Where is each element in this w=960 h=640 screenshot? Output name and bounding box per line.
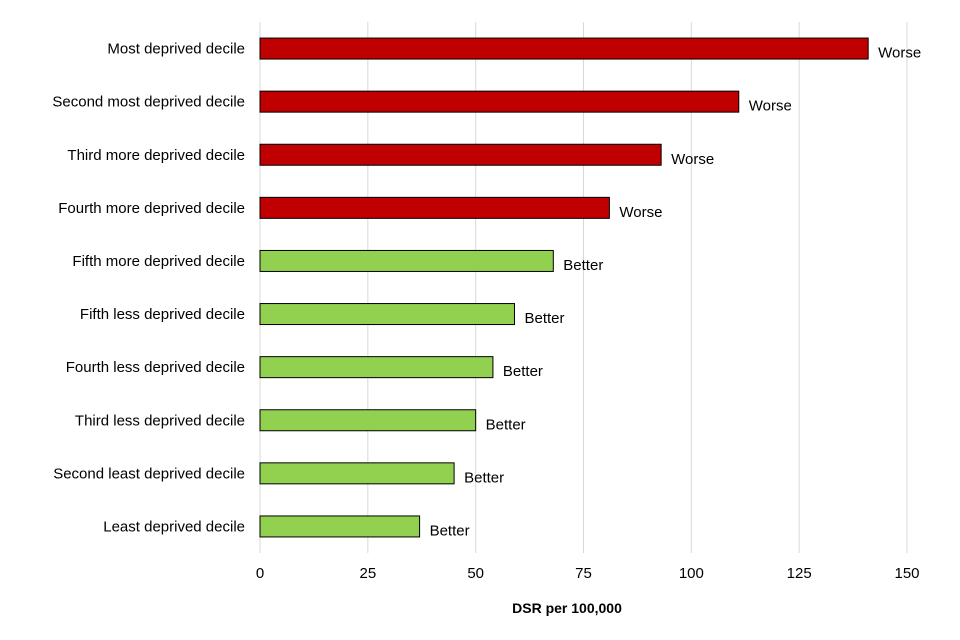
x-tick-label: 100 bbox=[679, 565, 704, 582]
category-label: Fourth less deprived decile bbox=[66, 359, 245, 376]
category-labels: Most deprived decile Second most deprived… bbox=[52, 41, 245, 536]
category-label: Fifth less deprived decile bbox=[80, 306, 245, 323]
data-label: Worse bbox=[619, 204, 662, 221]
bar bbox=[259, 249, 554, 272]
x-tick-labels: 0 25 50 75 100 125 150 bbox=[256, 565, 920, 582]
category-label: Third less deprived decile bbox=[75, 412, 245, 429]
bar bbox=[259, 303, 515, 326]
bar bbox=[259, 90, 740, 113]
data-label: Better bbox=[524, 310, 564, 327]
data-label: Worse bbox=[878, 45, 921, 62]
data-label: Worse bbox=[671, 151, 714, 168]
x-tick-label: 75 bbox=[575, 565, 592, 582]
data-label: Worse bbox=[749, 98, 792, 115]
data-labels: Worse Worse Worse Worse Better Better Better Be… bbox=[430, 45, 922, 540]
bar bbox=[259, 409, 477, 432]
category-label: Second most deprived decile bbox=[52, 94, 245, 111]
category-label: Fifth more deprived decile bbox=[72, 253, 245, 270]
category-label: Most deprived decile bbox=[107, 41, 245, 58]
bar bbox=[259, 515, 421, 538]
x-axis-title: DSR per 100,000 bbox=[512, 600, 622, 616]
category-label: Second least deprived decile bbox=[53, 465, 245, 482]
bars bbox=[259, 37, 869, 538]
x-tick-label: 50 bbox=[467, 565, 484, 582]
bar bbox=[259, 462, 455, 485]
data-label: Better bbox=[563, 257, 603, 274]
data-label: Better bbox=[430, 522, 470, 539]
data-label: Better bbox=[464, 469, 504, 486]
bar bbox=[259, 196, 610, 219]
bar bbox=[259, 143, 662, 166]
data-label: Better bbox=[486, 416, 526, 433]
category-label: Fourth more deprived decile bbox=[58, 200, 245, 217]
bar bbox=[259, 37, 869, 60]
x-tick-label: 150 bbox=[894, 565, 919, 582]
category-label: Least deprived decile bbox=[103, 518, 245, 535]
data-label: Better bbox=[503, 363, 543, 380]
x-tick-label: 125 bbox=[787, 565, 812, 582]
x-tick-label: 0 bbox=[256, 565, 264, 582]
bar bbox=[259, 356, 494, 379]
category-label: Third more deprived decile bbox=[67, 147, 245, 164]
x-tick-label: 25 bbox=[359, 565, 376, 582]
